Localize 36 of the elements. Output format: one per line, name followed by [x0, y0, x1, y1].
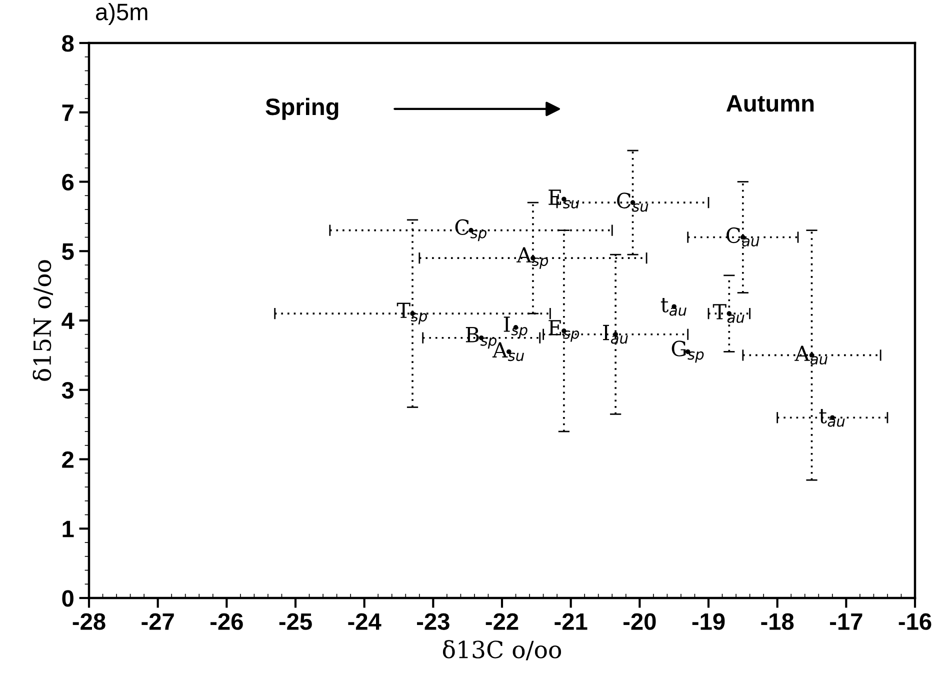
x-tick-label: -23	[417, 613, 450, 630]
x-tick-label: -18	[761, 613, 794, 630]
y-tick-label: 0	[62, 590, 74, 607]
data-label: A$_{au}$	[794, 346, 828, 365]
data-label: C$_{au}$	[726, 227, 760, 246]
data-label: E$_{su}$	[548, 190, 580, 208]
x-tick-label: -27	[142, 613, 174, 630]
data-label: A$_{sp}$	[516, 247, 548, 269]
x-tick-label: -22	[486, 613, 518, 630]
data-label: E$_{sp}$	[548, 320, 580, 342]
x-tick-label: -21	[554, 613, 588, 630]
y-tick-label: 7	[62, 104, 74, 121]
y-tick-label: 1	[62, 520, 74, 538]
data-label: G$_{sp}$	[672, 340, 704, 363]
data-label: T$_{au}$	[712, 304, 744, 323]
annotation: Autumn	[726, 95, 814, 112]
x-axis-title: δ13C o/oo	[442, 640, 562, 660]
x-tick-label: -19	[692, 613, 725, 630]
y-tick-label: 5	[62, 243, 74, 260]
data-label: C$_{su}$	[617, 192, 648, 212]
y-tick-label: 3	[62, 382, 74, 399]
x-tick-label: -24	[348, 613, 382, 630]
x-tick-label: -20	[624, 613, 656, 630]
annotation: Spring	[266, 98, 338, 120]
x-tick-label: -26	[210, 613, 243, 630]
x-tick-label: -16	[898, 613, 932, 630]
y-tick-label: 2	[62, 451, 74, 468]
data-label: I$_{au}$	[603, 324, 628, 344]
x-tick-label: -25	[279, 613, 312, 630]
y-tick-label: 6	[62, 174, 74, 191]
y-tick-label: 4	[62, 312, 74, 330]
chart-title: a)5m	[96, 2, 148, 25]
y-tick-label: 8	[62, 35, 74, 52]
x-tick-label: -28	[72, 613, 106, 630]
x-tick-label: -17	[830, 613, 862, 630]
y-axis-title: δ15N o/oo	[32, 260, 54, 381]
